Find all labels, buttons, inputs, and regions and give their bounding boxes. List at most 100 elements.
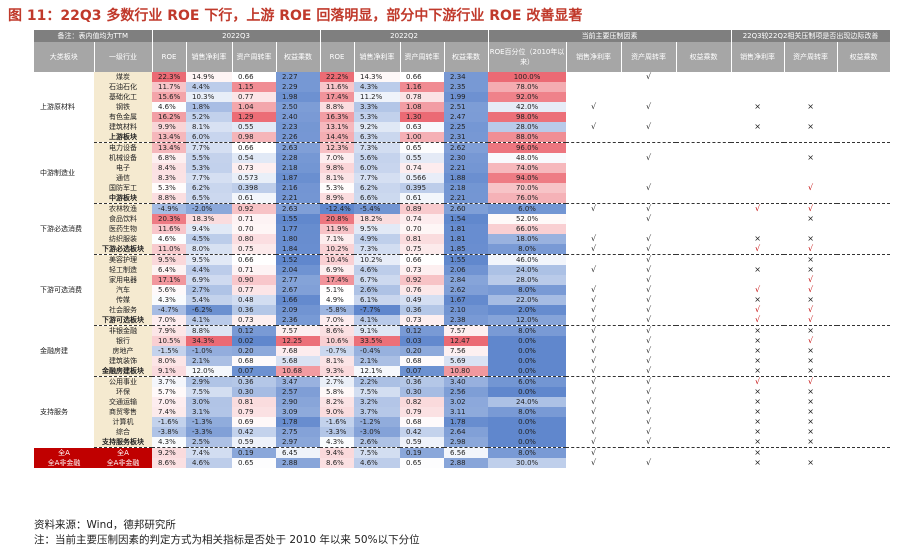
industry-cell: 中游板块 bbox=[94, 193, 152, 204]
q2-value-cell: 1.30 bbox=[400, 112, 445, 122]
factor-mark-cell: √ bbox=[646, 255, 652, 264]
factor-mark-cell bbox=[566, 92, 621, 102]
q2-value-cell: 0.395 bbox=[400, 183, 445, 193]
q3-value-cell: 2.88 bbox=[276, 458, 321, 468]
q2-value-cell: 2.1% bbox=[354, 356, 401, 366]
trend-mark-cell: × bbox=[754, 397, 761, 406]
q3-value-cell: 8.6% bbox=[152, 458, 186, 468]
trend-mark-cell: × bbox=[754, 417, 761, 426]
q3-value-cell: 5.7% bbox=[152, 387, 186, 397]
factor-mark-cell bbox=[566, 72, 621, 82]
roe-percentile-cell: 22.0% bbox=[488, 295, 567, 305]
factor-mark-cell: √ bbox=[591, 102, 597, 111]
q2-value-cell: 7.3% bbox=[354, 142, 401, 153]
trend-mark-cell bbox=[837, 244, 890, 255]
q2-value-cell: 0.49 bbox=[400, 295, 445, 305]
trend-mark-cell bbox=[731, 72, 784, 82]
q3-value-cell: 2.40 bbox=[276, 112, 321, 122]
q2-value-cell: 7.0% bbox=[320, 153, 355, 163]
trend-mark-cell: × bbox=[731, 366, 785, 377]
q2-value-cell: 7.3% bbox=[354, 244, 401, 255]
q2-value-cell: 7.5% bbox=[354, 387, 401, 397]
q2-value-cell: 0.73 bbox=[400, 265, 445, 275]
factor-mark-cell: √ bbox=[646, 305, 652, 314]
sector-cell: 全A非金融 bbox=[34, 458, 94, 468]
q3-value-cell: 8.3% bbox=[152, 173, 186, 183]
q2-value-cell: 2.60 bbox=[444, 203, 489, 214]
q2-value-cell: 0.89 bbox=[400, 203, 445, 214]
q3-value-cell: 0.61 bbox=[232, 193, 276, 204]
q2-value-cell: 8.2% bbox=[320, 397, 355, 407]
trend-mark-cell bbox=[784, 82, 837, 92]
trend-mark-cell: × bbox=[754, 122, 761, 131]
factor-mark-cell bbox=[621, 448, 676, 459]
table-row: 下游必选消费 农林牧渔 -4.9% -2.0% 0.92 2.63 -12.4% -5.4% 0… bbox=[34, 203, 890, 255]
factor-mark-cell bbox=[566, 143, 621, 154]
table-row: 传媒 4.3% 5.4% 0.48 1.66 4.9% 6.1% 0.49 1.67 22.0% √… bbox=[34, 295, 890, 305]
q3-value-cell: 22.3% bbox=[152, 72, 186, 82]
factor-mark-cell bbox=[676, 204, 731, 215]
trend-mark-cell: √ bbox=[755, 377, 761, 386]
table-row: 银行 10.5% 34.3% 0.02 12.25 10.6% 33.5% 0.03 12.47… bbox=[34, 336, 890, 346]
table-subtotal-row: 中游板块 8.8% 6.5% 0.61 2.21 8.9% 6.6% 0.61 2.21 76.0… bbox=[34, 193, 890, 204]
q2-value-cell: 0.66 bbox=[400, 72, 445, 82]
q2-value-cell: 22.2% bbox=[320, 72, 355, 82]
trend-mark-cell bbox=[837, 112, 890, 122]
factor-mark-cell: √ bbox=[646, 204, 652, 213]
table-row: 有色金属 16.2% 5.2% 1.29 2.40 16.3% 5.3% 1.30 2.47 98… bbox=[34, 112, 890, 122]
q2-value-cell: 0.566 bbox=[400, 173, 445, 183]
trend-mark-cell: × bbox=[807, 265, 814, 274]
table-subtotal-row: 金融房建板块 9.1% 12.0% 0.07 10.68 9.3% 12.1% 0.07 10.… bbox=[34, 366, 890, 377]
trend-mark-cell: × bbox=[807, 214, 814, 223]
trend-mark-cell bbox=[731, 214, 784, 224]
roe-percentile-cell: 76.0% bbox=[488, 193, 567, 204]
q3-value-cell: 1.15 bbox=[232, 82, 276, 92]
trend-mark-cell: × bbox=[807, 234, 814, 243]
q3-value-cell: 7.9% bbox=[152, 325, 186, 336]
q3-value-cell: 2.75 bbox=[276, 427, 321, 437]
col-ind: 一级行业 bbox=[94, 42, 153, 72]
q2-value-cell: 1.16 bbox=[400, 82, 445, 92]
header-row-groups: 备注：表内值均为TTM 2022Q3 2022Q2 当前主要压制因素 22Q3较… bbox=[34, 30, 890, 42]
q3-value-cell: 2.18 bbox=[276, 163, 321, 173]
roe-percentile-cell: 6.0% bbox=[488, 376, 567, 387]
q3-value-cell: 1.66 bbox=[276, 295, 321, 305]
q3-value-cell: 1.04 bbox=[232, 102, 276, 112]
roe-percentile-cell: 24.0% bbox=[488, 397, 567, 407]
trend-mark-cell bbox=[837, 315, 890, 326]
q3-value-cell: 3.47 bbox=[276, 376, 321, 387]
factor-mark-cell: √ bbox=[621, 437, 677, 448]
q2-value-cell: 0.70 bbox=[400, 224, 445, 234]
trend-mark-cell bbox=[731, 183, 784, 193]
q3-value-cell: 9.5% bbox=[152, 254, 186, 265]
q3-value-cell: 5.2% bbox=[186, 112, 232, 122]
col-factor-margin: 销售净利率 bbox=[566, 42, 622, 72]
industry-cell: 计算机 bbox=[94, 417, 152, 427]
q2-value-cell: 5.3% bbox=[320, 183, 355, 193]
q3-value-cell: 6.9% bbox=[186, 275, 232, 285]
factor-mark-cell: √ bbox=[646, 407, 652, 416]
roe-percentile-cell: 8.0% bbox=[488, 325, 567, 336]
q3-value-cell: 2.04 bbox=[276, 265, 321, 275]
factor-mark-cell: √ bbox=[621, 244, 677, 255]
trend-mark-cell bbox=[731, 92, 784, 102]
roe-percentile-cell: 8.0% bbox=[488, 244, 567, 255]
trend-mark-cell bbox=[837, 204, 890, 215]
industry-cell: 房地产 bbox=[94, 346, 152, 356]
factor-mark-cell bbox=[676, 112, 731, 122]
header-note: 备注：表内值均为TTM bbox=[34, 30, 153, 42]
q2-value-cell: 3.11 bbox=[444, 407, 489, 417]
factor-mark-cell bbox=[676, 397, 731, 407]
factor-mark-cell: √ bbox=[591, 417, 597, 426]
trend-mark-cell: × bbox=[807, 255, 814, 264]
trend-mark-cell bbox=[837, 356, 890, 366]
q3-value-cell: 2.5% bbox=[186, 437, 232, 448]
table-row: 食品饮料 20.3% 18.3% 0.71 1.55 20.8% 18.2% 0.74 1.54… bbox=[34, 214, 890, 224]
q3-value-cell: 8.4% bbox=[152, 163, 186, 173]
trend-mark-cell: √ bbox=[731, 244, 785, 255]
industry-cell: 传媒 bbox=[94, 295, 152, 305]
factor-mark-cell bbox=[621, 143, 676, 154]
trend-mark-cell bbox=[837, 336, 890, 346]
q2-value-cell: 9.4% bbox=[320, 447, 355, 458]
q2-value-cell: 0.30 bbox=[400, 387, 445, 397]
